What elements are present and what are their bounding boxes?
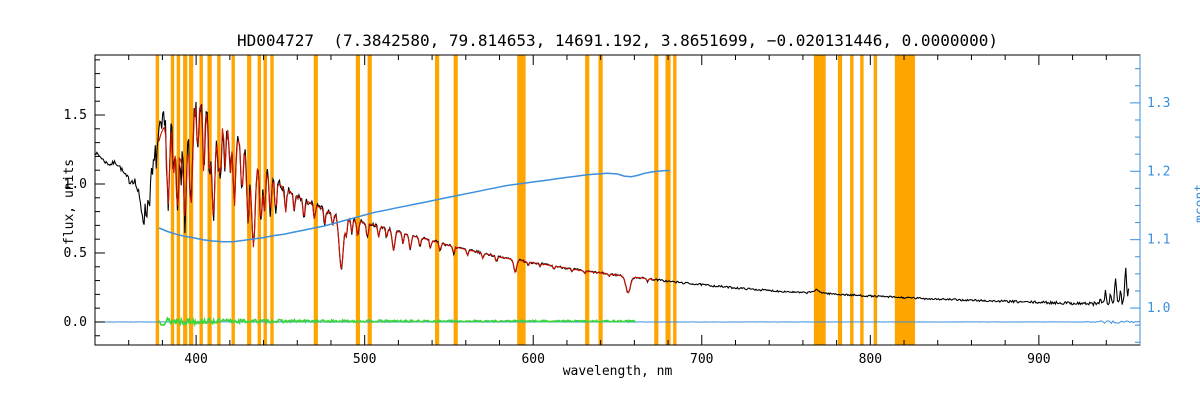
- plot-frame: [94, 54, 1141, 346]
- mask-band: [199, 55, 203, 345]
- x-tick-label: 600: [521, 352, 544, 367]
- x-axis-label: wavelength, nm: [562, 364, 673, 379]
- mask-band: [170, 55, 175, 345]
- mask-band: [894, 55, 915, 345]
- mask-band: [231, 55, 235, 345]
- mask-band: [207, 55, 212, 345]
- axes: 400 500 600 700 800 900 0.0 0.5 1.0 1.5 1.0 1.1 1.2 1…: [64, 54, 1170, 367]
- mask-band: [665, 55, 671, 345]
- y-tick-label: 0.0: [64, 315, 87, 330]
- chart-title: HD004727 (7.3842580, 79.814653, 14691.19…: [237, 31, 998, 50]
- y2-tick-label: 1.1: [1147, 233, 1170, 248]
- mask-band: [654, 55, 659, 345]
- y2-tick-label: 1.2: [1147, 164, 1170, 179]
- x-tick-label: 500: [353, 352, 376, 367]
- mcont-line: [158, 169, 670, 243]
- y-tick-label: 0.5: [64, 246, 87, 261]
- x-tick-label: 400: [184, 352, 207, 367]
- residual-line: [158, 316, 636, 328]
- series-lines: [94, 101, 1141, 328]
- y2-tick-label: 1.3: [1147, 96, 1170, 111]
- mask-band: [270, 55, 274, 345]
- mask-band: [860, 55, 864, 345]
- x-tick-label: 700: [690, 352, 713, 367]
- y-tick-label: 1.5: [64, 108, 87, 123]
- mask-band: [313, 55, 318, 345]
- y2-tick-label: 1.0: [1147, 301, 1170, 316]
- model-fit-line: [158, 104, 654, 294]
- mask-band: [673, 55, 677, 345]
- mask-band: [585, 55, 590, 345]
- mask-band: [453, 55, 458, 345]
- mask-band: [183, 55, 188, 345]
- mask-band: [837, 55, 843, 345]
- mask-band: [813, 55, 826, 345]
- mask-band: [155, 55, 160, 345]
- mask-band: [217, 55, 221, 345]
- mask-band: [598, 55, 603, 345]
- mask-band: [367, 55, 372, 345]
- x-tick-label: 900: [1027, 352, 1050, 367]
- mask-band: [517, 55, 526, 345]
- x-tick-label: 800: [859, 352, 882, 367]
- mask-band: [355, 55, 360, 345]
- mask-band: [850, 55, 854, 345]
- mask-band: [873, 55, 878, 345]
- y-tick-label: 1.0: [64, 177, 87, 192]
